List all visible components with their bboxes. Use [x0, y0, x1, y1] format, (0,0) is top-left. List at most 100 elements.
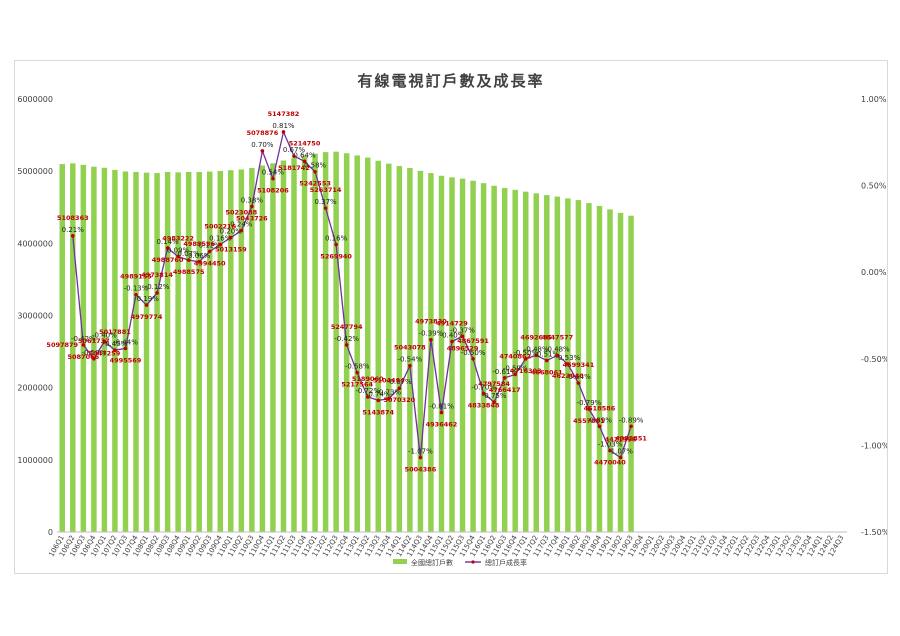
bar — [196, 171, 202, 532]
growth-data-label: 0.37% — [314, 198, 337, 206]
bar — [238, 169, 245, 532]
growth-data-label: 0.70% — [251, 141, 274, 149]
growth-point — [471, 357, 475, 361]
legend: 全國總訂戶數 總訂戶成長率 — [393, 558, 527, 567]
bar — [491, 185, 497, 532]
bar-data-label: 5242553 — [299, 180, 331, 188]
bar-data-label: 5097879 — [46, 341, 78, 349]
bar-data-label: 5002216 — [204, 222, 236, 230]
bar — [185, 171, 192, 532]
line-series: 0.21%-0.42%-0.50%-0.40%-0.45%-0.44%-0.13… — [62, 122, 644, 460]
bar-data-label: 4623040 — [552, 372, 584, 380]
growth-point — [81, 343, 86, 347]
bar-data-label: 4867591 — [457, 337, 489, 345]
growth-point — [376, 398, 381, 403]
growth-data-label: -0.53% — [555, 354, 580, 362]
bar-data-label: 4647577 — [541, 333, 573, 341]
y-left-tick-label: 3000000 — [17, 312, 53, 321]
bar-data-label: 4668061 — [531, 369, 563, 377]
y-right-tick-label: 0.00% — [861, 268, 887, 277]
growth-point — [618, 455, 623, 460]
bar-data-label: 4518586 — [584, 404, 616, 412]
bar-data-label: 4766417 — [489, 386, 521, 394]
growth-point — [271, 176, 275, 181]
growth-data-label: 0.12% — [199, 241, 222, 249]
bar-data-label: 4470040 — [594, 459, 626, 467]
bar — [175, 172, 181, 532]
growth-point — [408, 363, 412, 368]
growth-point — [71, 234, 75, 238]
bar-data-label: 5217564 — [341, 381, 373, 389]
bar — [617, 212, 624, 533]
bar — [301, 155, 308, 532]
growth-point — [165, 246, 170, 250]
bar-data-label: 4988575 — [173, 268, 205, 276]
bar-data-label: 5043078 — [394, 344, 426, 352]
bar-data-label: 4833848 — [468, 401, 500, 409]
growth-data-label: -0.50% — [81, 349, 106, 357]
bar-data-label: 4896529 — [447, 344, 479, 352]
growth-data-label: -0.19% — [134, 295, 159, 303]
bar-data-label: 5004386 — [405, 466, 437, 474]
growth-point — [545, 358, 549, 363]
growth-data-label: -0.67% — [387, 378, 412, 386]
bar-data-label: 5061737 — [78, 337, 110, 345]
bar — [354, 155, 360, 532]
growth-point — [397, 386, 402, 391]
growth-point — [355, 370, 360, 375]
growth-data-label: -0.58% — [345, 363, 370, 371]
growth-point — [144, 303, 149, 307]
growth-point — [334, 242, 338, 247]
bar-data-label: 4989155 — [120, 273, 152, 281]
growth-data-label: -0.37% — [450, 326, 475, 334]
bar-data-label: 4973830 — [415, 318, 447, 326]
bar-data-label: 5078876 — [247, 129, 279, 137]
y-right-axis: -1.50% -1.00% -0.50% 0.00% 0.50% 1.00% — [861, 95, 887, 537]
bar — [133, 171, 139, 532]
growth-point — [313, 169, 317, 174]
bar-data-labels: 5097879 5108363 5087066 5061737 5047259 50178… — [46, 110, 647, 474]
growth-data-label: -0.70% — [471, 383, 496, 391]
bar — [628, 215, 634, 532]
bar — [280, 160, 287, 532]
y-left-tick-label: 2000000 — [17, 384, 53, 393]
bar-data-label: 5181742 — [278, 164, 310, 172]
bar — [428, 173, 434, 532]
growth-point — [597, 424, 602, 429]
growth-data-label: 0.09% — [167, 247, 190, 255]
bar-data-label: 5047259 — [89, 349, 121, 357]
growth-data-label: 0.24% — [230, 221, 253, 229]
growth-data-label: -1.07% — [408, 448, 433, 456]
growth-point — [439, 410, 444, 415]
growth-data-label: -0.48% — [524, 345, 549, 353]
growth-point — [365, 395, 370, 399]
bar — [522, 191, 529, 532]
bar-data-label: 5108363 — [57, 214, 89, 222]
bar-data-label: 5263714 — [310, 186, 342, 194]
bar — [333, 151, 339, 532]
y-left-tick-label: 6000000 — [17, 95, 53, 104]
bar — [459, 178, 466, 532]
bar-data-label: 5013159 — [215, 246, 247, 254]
x-axis: 106Q1106Q2106Q3106Q4107Q1107Q2107Q3107Q4… — [47, 531, 847, 558]
bar — [396, 166, 403, 532]
bar — [322, 152, 329, 532]
growth-data-label: 0.67% — [283, 146, 306, 154]
y-left-tick-label: 0 — [48, 528, 53, 537]
growth-data-label: -1.03% — [598, 441, 623, 449]
growth-point — [566, 362, 570, 366]
bar-data-label: 4421996 — [605, 436, 637, 444]
bar — [586, 203, 592, 532]
growth-data-label: -0.75% — [482, 392, 507, 400]
y-right-tick-label: -1.00% — [861, 441, 887, 450]
growth-data-label: -0.81% — [429, 402, 454, 410]
growth-data-label: -0.45% — [103, 340, 128, 348]
bar-data-label: 4797584 — [478, 380, 510, 388]
growth-data-label: 0.16% — [209, 234, 232, 242]
bar — [91, 166, 97, 532]
bar — [312, 153, 318, 532]
bar — [544, 195, 550, 533]
growth-point — [113, 348, 117, 352]
bar — [596, 205, 603, 533]
bar-data-label: 4979774 — [131, 313, 163, 321]
